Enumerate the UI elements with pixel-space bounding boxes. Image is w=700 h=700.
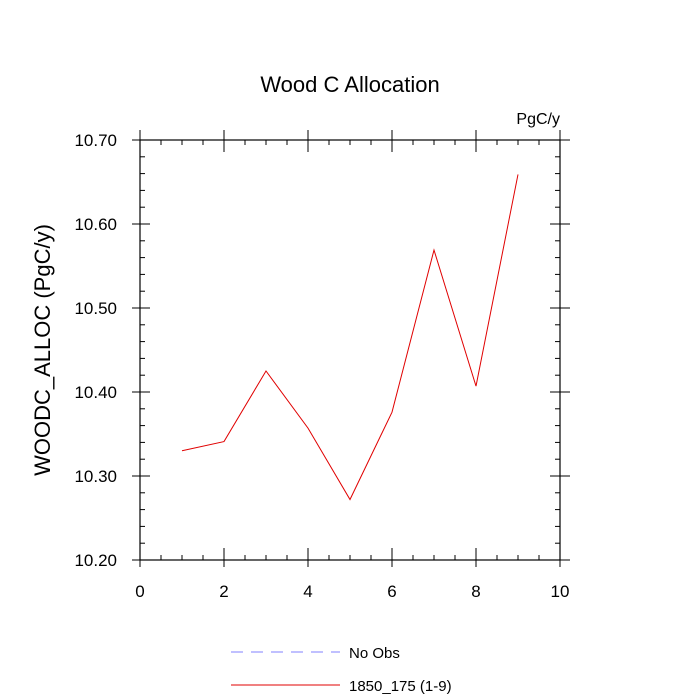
chart-title: Wood C Allocation [260, 72, 439, 97]
x-tick-label: 0 [135, 582, 144, 601]
axis-ticks [132, 130, 570, 567]
x-tick-label: 8 [471, 582, 480, 601]
series-line [181, 174, 519, 501]
y-tick-label: 10.70 [74, 131, 117, 150]
x-tick-label: 4 [303, 582, 312, 601]
x-tick-label: 2 [219, 582, 228, 601]
x-tick-label: 10 [551, 582, 570, 601]
y-tick-label: 10.50 [74, 299, 117, 318]
plot-frame [139, 139, 561, 561]
legend-label: 1850_175 (1-9) [349, 678, 452, 695]
y-tick-label: 10.30 [74, 467, 117, 486]
y-tick-label: 10.40 [74, 383, 117, 402]
units-label: PgC/y [516, 111, 560, 128]
tick-labels: 0 2 4 6 8 10 10.20 10.30 10.40 10.50 10.60 10.70 [74, 131, 569, 601]
y-tick-label: 10.20 [74, 551, 117, 570]
x-tick-label: 6 [387, 582, 396, 601]
legend-label: No Obs [349, 645, 400, 662]
y-tick-label: 10.60 [74, 215, 117, 234]
legend: No Obs 1850_175 (1-9) [231, 645, 452, 695]
y-axis-label: WOODC_ALLOC (PgC/y) [30, 224, 55, 476]
series-lines [181, 174, 519, 501]
